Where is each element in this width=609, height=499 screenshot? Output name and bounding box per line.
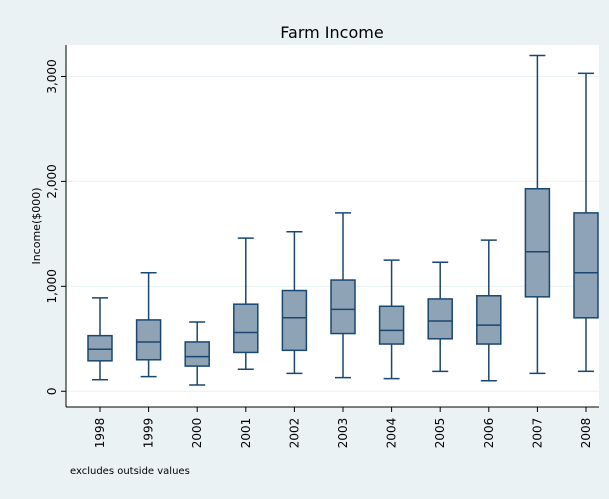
y-tick-label: 2,000 (45, 164, 59, 198)
box-2008 (573, 72, 599, 373)
box-2004 (378, 259, 405, 380)
box-2003 (330, 212, 356, 379)
y-axis-label: Income($000) (30, 187, 43, 264)
x-tick-label: 2004 (385, 418, 399, 449)
iqr-box (573, 212, 599, 319)
box-2005 (427, 261, 453, 373)
y-tick-label: 0 (45, 387, 59, 395)
chart-title: Farm Income (280, 23, 383, 42)
box-1999 (135, 271, 162, 378)
iqr-box (330, 279, 356, 335)
box-2006 (476, 239, 502, 382)
x-tick-label: 2007 (530, 418, 544, 449)
x-tick-label: 2003 (336, 418, 350, 449)
y-tick-label: 1,000 (45, 269, 59, 303)
y-tick-label: 3,000 (45, 59, 59, 93)
box-2002 (281, 231, 308, 375)
x-tick-label: 2002 (287, 418, 301, 449)
y-axis-ticks: 0 1,000 2,000 3,000 (45, 59, 66, 395)
iqr-box (281, 289, 308, 352)
x-axis-ticks: 1998 1999 2000 2001 2002 2003 2004 2005 2006 2007… (93, 407, 593, 448)
box-2000 (184, 321, 210, 386)
iqr-box (427, 298, 453, 340)
boxes-group (87, 54, 599, 386)
iqr-box (524, 188, 551, 298)
box-2001 (233, 237, 259, 370)
x-tick-label: 1999 (142, 418, 156, 449)
x-tick-label: 2000 (190, 418, 204, 449)
x-tick-label: 1998 (93, 418, 107, 449)
x-tick-label: 2005 (433, 418, 447, 449)
iqr-box (378, 305, 405, 345)
x-tick-label: 2001 (239, 418, 253, 449)
box-1998 (87, 297, 113, 381)
x-tick-label: 2008 (579, 418, 593, 449)
iqr-box (476, 295, 502, 345)
x-tick-label: 2006 (482, 418, 496, 449)
iqr-box (184, 341, 210, 367)
box-2007 (524, 54, 551, 375)
iqr-box (233, 303, 259, 354)
iqr-box (87, 334, 113, 362)
iqr-box (135, 319, 162, 361)
footnote: excludes outside values (70, 466, 190, 477)
